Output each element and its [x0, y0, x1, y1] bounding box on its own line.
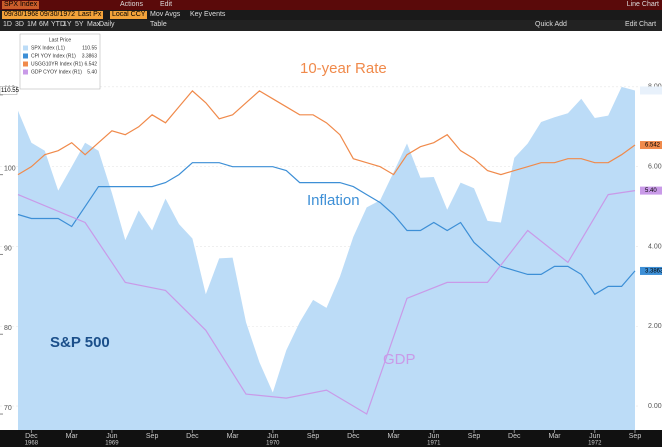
x-axis-bg [0, 430, 662, 447]
x-tick-label: Jun [267, 433, 278, 440]
period[interactable]: YTD [51, 21, 65, 28]
period[interactable]: 6M [39, 21, 49, 28]
field[interactable]: Key Events [190, 11, 226, 18]
legend-swatch [23, 45, 28, 51]
period[interactable]: 1D [3, 21, 12, 28]
period[interactable]: 3D [15, 21, 24, 28]
action[interactable]: Quick Add [535, 21, 567, 28]
line [17, 162, 636, 296]
x-year-label: 1968 [25, 441, 39, 447]
x-tick-label: Sep [146, 433, 159, 440]
x-year-label: 1972 [588, 441, 602, 447]
security[interactable]: SPX Index [2, 1, 40, 9]
field[interactable]: Mov Avgs [150, 11, 181, 18]
field[interactable]: 09/30/1968 [2, 11, 42, 19]
field[interactable]: 09/30/1972 [38, 11, 78, 19]
y2-tick-label: 6.00 [648, 164, 662, 171]
x-tick-label: Mar [66, 433, 79, 440]
legend-swatch [23, 69, 28, 75]
last-tag-bg [640, 186, 662, 195]
legend-swatch [23, 53, 28, 59]
menu[interactable]: Edit [160, 1, 173, 8]
annotation: S&P 500 [50, 334, 110, 351]
period[interactable]: Max [87, 21, 101, 28]
field[interactable]: Local CCY [110, 11, 148, 19]
annotation: Inflation [307, 192, 360, 209]
legend-label: USGG10YR Index (R1) [31, 61, 83, 67]
y2-tick-label: 4.00 [648, 243, 662, 250]
legend: Last Price SPX Index (L1) 110.55 CPI YOY In… [19, 33, 101, 90]
legend-value: 110.55 [82, 45, 97, 51]
area [18, 86, 635, 431]
y2-tick-label: 0.00 [648, 403, 662, 410]
legend-title: Last Price [49, 37, 71, 43]
x-tick-label: Sep [468, 433, 481, 440]
last-value-tag: 3.3863 [645, 269, 662, 275]
x-tick-label: Mar [548, 433, 561, 440]
x-tick-label: Sep [629, 433, 642, 440]
x-year-label: 1970 [266, 441, 280, 447]
y-tick-label: 90 [4, 245, 12, 252]
chart: 0.002.004.006.008.00708090100110110.553.… [0, 31, 662, 447]
view-name: Line Chart [626, 1, 659, 8]
menu[interactable]: Actions [120, 1, 143, 8]
period-bar: 1D 3D 1M 6M YTD 1Y 5Y Max Daily Table Quick Add Edi… [0, 20, 662, 31]
field[interactable]: Last Px [76, 11, 104, 19]
x-year-label: 1971 [427, 441, 441, 447]
x-tick-label: Dec [347, 433, 360, 440]
x-tick-label: Mar [388, 433, 401, 440]
last-tag-bg [640, 86, 662, 95]
period[interactable]: 1Y [63, 21, 72, 28]
period[interactable]: 1M [27, 21, 37, 28]
legend-box [19, 33, 101, 90]
last-tag-bg [640, 266, 662, 275]
legend-swatch [23, 61, 28, 67]
period[interactable]: Table [150, 21, 167, 28]
x-tick-label: Jun [428, 433, 439, 440]
legend-label: CPI YOY Index (R1) [31, 53, 76, 59]
period[interactable]: Daily [99, 21, 115, 28]
line [17, 190, 636, 415]
period[interactable]: 5Y [75, 21, 84, 28]
x-tick-label: Jun [106, 433, 117, 440]
last-tag-bg [640, 141, 662, 150]
x-tick-label: Dec [508, 433, 521, 440]
y-tick-label: 100 [4, 165, 16, 172]
title-bar: SPX Index Actions Edit Line Chart [0, 0, 662, 10]
right-axis-bg [640, 31, 662, 430]
y-tick-label: 70 [4, 405, 12, 412]
action[interactable]: Edit Chart [625, 21, 657, 28]
last-value-tag: 110.55 [1, 88, 20, 94]
field-bar: 09/30/1968 09/30/1972 Last Px Local CCY Mov … [0, 10, 662, 20]
y-tick-label: 80 [4, 325, 12, 332]
legend-value: 3.3863 [82, 53, 98, 59]
x-tick-label: Jun [589, 433, 600, 440]
legend-value: 5.40 [87, 69, 97, 75]
x-tick-label: Sep [307, 433, 320, 440]
legend-label: GDP CYOY Index (R1) [31, 69, 82, 75]
last-tag-bg [0, 86, 18, 95]
annotation: 10-year Rate [300, 60, 387, 77]
x-tick-label: Mar [227, 433, 240, 440]
legend-label: SPX Index (L1) [31, 45, 65, 51]
legend-value: 6.542 [84, 61, 97, 67]
x-year-label: 1969 [105, 441, 119, 447]
line [17, 90, 636, 176]
annotation: GDP [383, 351, 416, 368]
y2-tick-label: 2.00 [648, 323, 662, 330]
last-value-tag: 5.40 [645, 188, 657, 194]
last-value-tag: 6.542 [645, 143, 661, 149]
x-tick-label: Dec [186, 433, 199, 440]
x-tick-label: Dec [25, 433, 38, 440]
